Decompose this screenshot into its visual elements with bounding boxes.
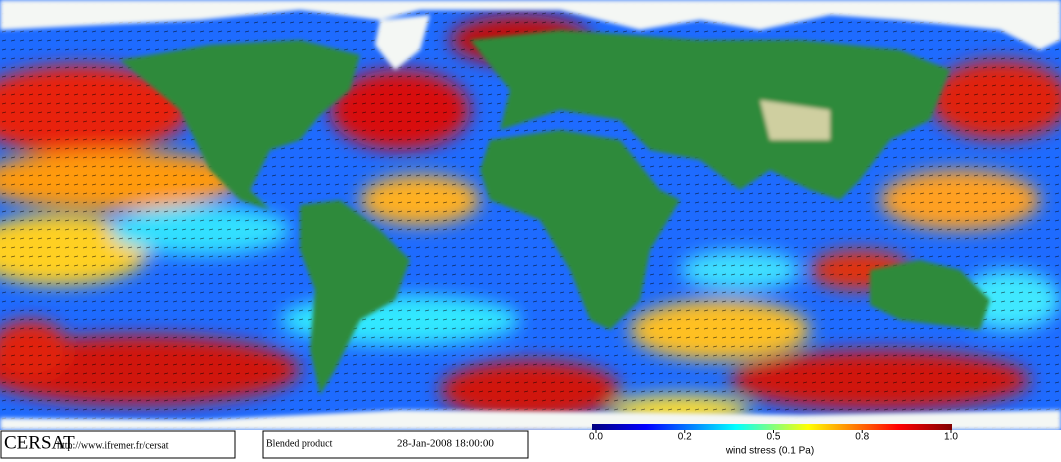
colorbar [592,424,952,430]
product-date: 28-Jan-2008 18:00:00 [397,438,494,450]
colorbar-tick-label: 0.8 [855,432,869,443]
product-name: Blended product [266,438,333,449]
logo-box [0,430,236,459]
colorbar-label: wind stress (0.1 Pa) [725,446,814,457]
colorbar-tick-label: 0.2 [678,432,692,443]
logo-text: CERSAT [4,432,75,453]
colorbar-tick-label: 1.0 [944,432,958,443]
logo-url: http://www.ifremer.fr/cersat [57,440,169,451]
product-box [262,430,529,459]
colorbar-tick-label: 0.0 [589,432,603,443]
colorbar-tick-label: 0.5 [767,432,781,443]
land [0,0,1061,430]
